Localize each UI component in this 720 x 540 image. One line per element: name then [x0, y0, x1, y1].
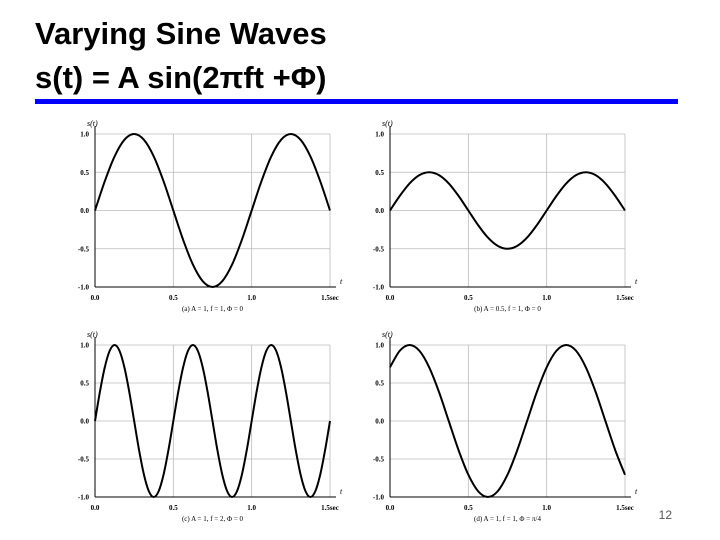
x-tick-label: 1.0 — [542, 504, 551, 512]
x-tick-label: 0.0 — [91, 504, 100, 512]
y-tick-label: 1.0 — [375, 131, 384, 139]
sine-curve — [389, 343, 626, 499]
title-rule — [35, 99, 678, 104]
x-tick-label: 1.5sec — [616, 294, 634, 302]
y-tick-label: 0.5 — [375, 169, 384, 177]
x-tick-label: 1.5sec — [321, 294, 339, 302]
y-tick-label: 1.0 — [80, 131, 89, 139]
y-tick-label: -1.0 — [373, 494, 385, 502]
x-tick-label: 0.5 — [169, 504, 178, 512]
x-axis-label: t — [340, 277, 343, 286]
sine-curve — [94, 132, 331, 289]
page-number: 12 — [659, 508, 673, 522]
x-tick-label: 1.0 — [542, 294, 551, 302]
caption: (b) A = 0.5, f = 1, Φ = 0 — [474, 305, 541, 313]
sine-curve — [389, 171, 626, 250]
x-tick-label: 0.0 — [386, 504, 395, 512]
y-tick-label: -0.5 — [373, 245, 385, 253]
caption: (d) A = 1, f = 1, Φ = π/4 — [474, 515, 541, 523]
y-tick-label: 0.0 — [80, 418, 89, 426]
formula: s(t) = A sin(2πft +Φ) — [35, 60, 326, 95]
x-axis-label: t — [340, 487, 343, 496]
x-axis-label: t — [635, 277, 638, 286]
x-tick-label: 1.5sec — [616, 504, 634, 512]
x-tick-label: 0.0 — [91, 294, 100, 302]
y-tick-label: -1.0 — [78, 494, 90, 502]
y-tick-label: 0.5 — [80, 169, 89, 177]
y-axis-label: s(t) — [382, 119, 393, 128]
x-tick-label: 0.5 — [464, 294, 473, 302]
caption: (a) A = 1, f = 1, Φ = 0 — [182, 305, 244, 313]
y-tick-label: 0.0 — [375, 418, 384, 426]
y-tick-label: -0.5 — [78, 245, 90, 253]
y-axis-label: s(t) — [87, 330, 98, 339]
x-tick-label: 0.5 — [169, 294, 178, 302]
caption: (c) A = 1, f = 2, Φ = 0 — [182, 515, 244, 523]
y-tick-label: 0.0 — [375, 207, 384, 215]
x-tick-label: 1.0 — [247, 504, 256, 512]
x-tick-label: 0.5 — [464, 504, 473, 512]
y-tick-label: 0.0 — [80, 207, 89, 215]
y-tick-label: 1.0 — [80, 342, 89, 350]
y-axis-label: s(t) — [87, 119, 98, 128]
x-axis-label: t — [635, 487, 638, 496]
y-tick-label: 0.5 — [80, 380, 89, 388]
y-tick-label: 0.5 — [375, 380, 384, 388]
sine-curve — [94, 343, 331, 499]
x-tick-label: 1.0 — [247, 294, 256, 302]
y-axis-label: s(t) — [382, 330, 393, 339]
y-tick-label: -1.0 — [78, 284, 90, 292]
slide-title: Varying Sine Waves — [35, 16, 327, 51]
x-tick-label: 0.0 — [386, 294, 395, 302]
y-tick-label: -1.0 — [373, 284, 385, 292]
x-tick-label: 1.5sec — [321, 504, 339, 512]
y-tick-label: -0.5 — [78, 456, 90, 464]
y-tick-label: -0.5 — [373, 456, 385, 464]
y-tick-label: 1.0 — [375, 342, 384, 350]
